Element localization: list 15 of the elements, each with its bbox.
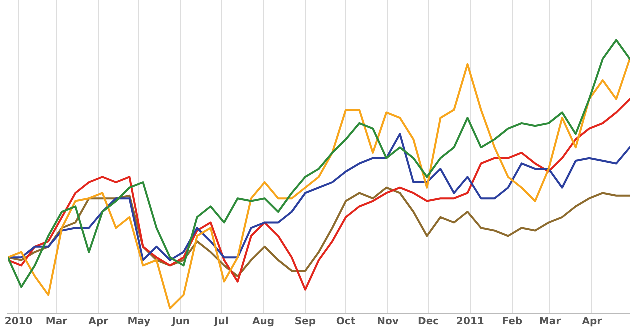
x-tick-label: Mar: [46, 316, 68, 328]
x-tick-label: 2010: [4, 316, 33, 328]
x-tick-label: Mar: [539, 316, 562, 328]
x-tick-label: Jun: [171, 316, 190, 328]
x-tick-label: Oct: [336, 316, 356, 328]
x-tick-label: May: [128, 316, 152, 328]
x-tick-label: Aug: [252, 316, 275, 328]
x-tick-label: 2011: [456, 316, 484, 328]
x-tick-label: Jul: [214, 316, 229, 328]
x-tick-label: Sep: [294, 316, 316, 328]
x-tick-label: Dec: [418, 316, 440, 328]
x-tick-label: Nov: [377, 316, 400, 328]
x-tick-label: Feb: [502, 316, 523, 328]
x-tick-label: Apr: [582, 316, 602, 328]
x-tick-label: Apr: [88, 316, 109, 328]
